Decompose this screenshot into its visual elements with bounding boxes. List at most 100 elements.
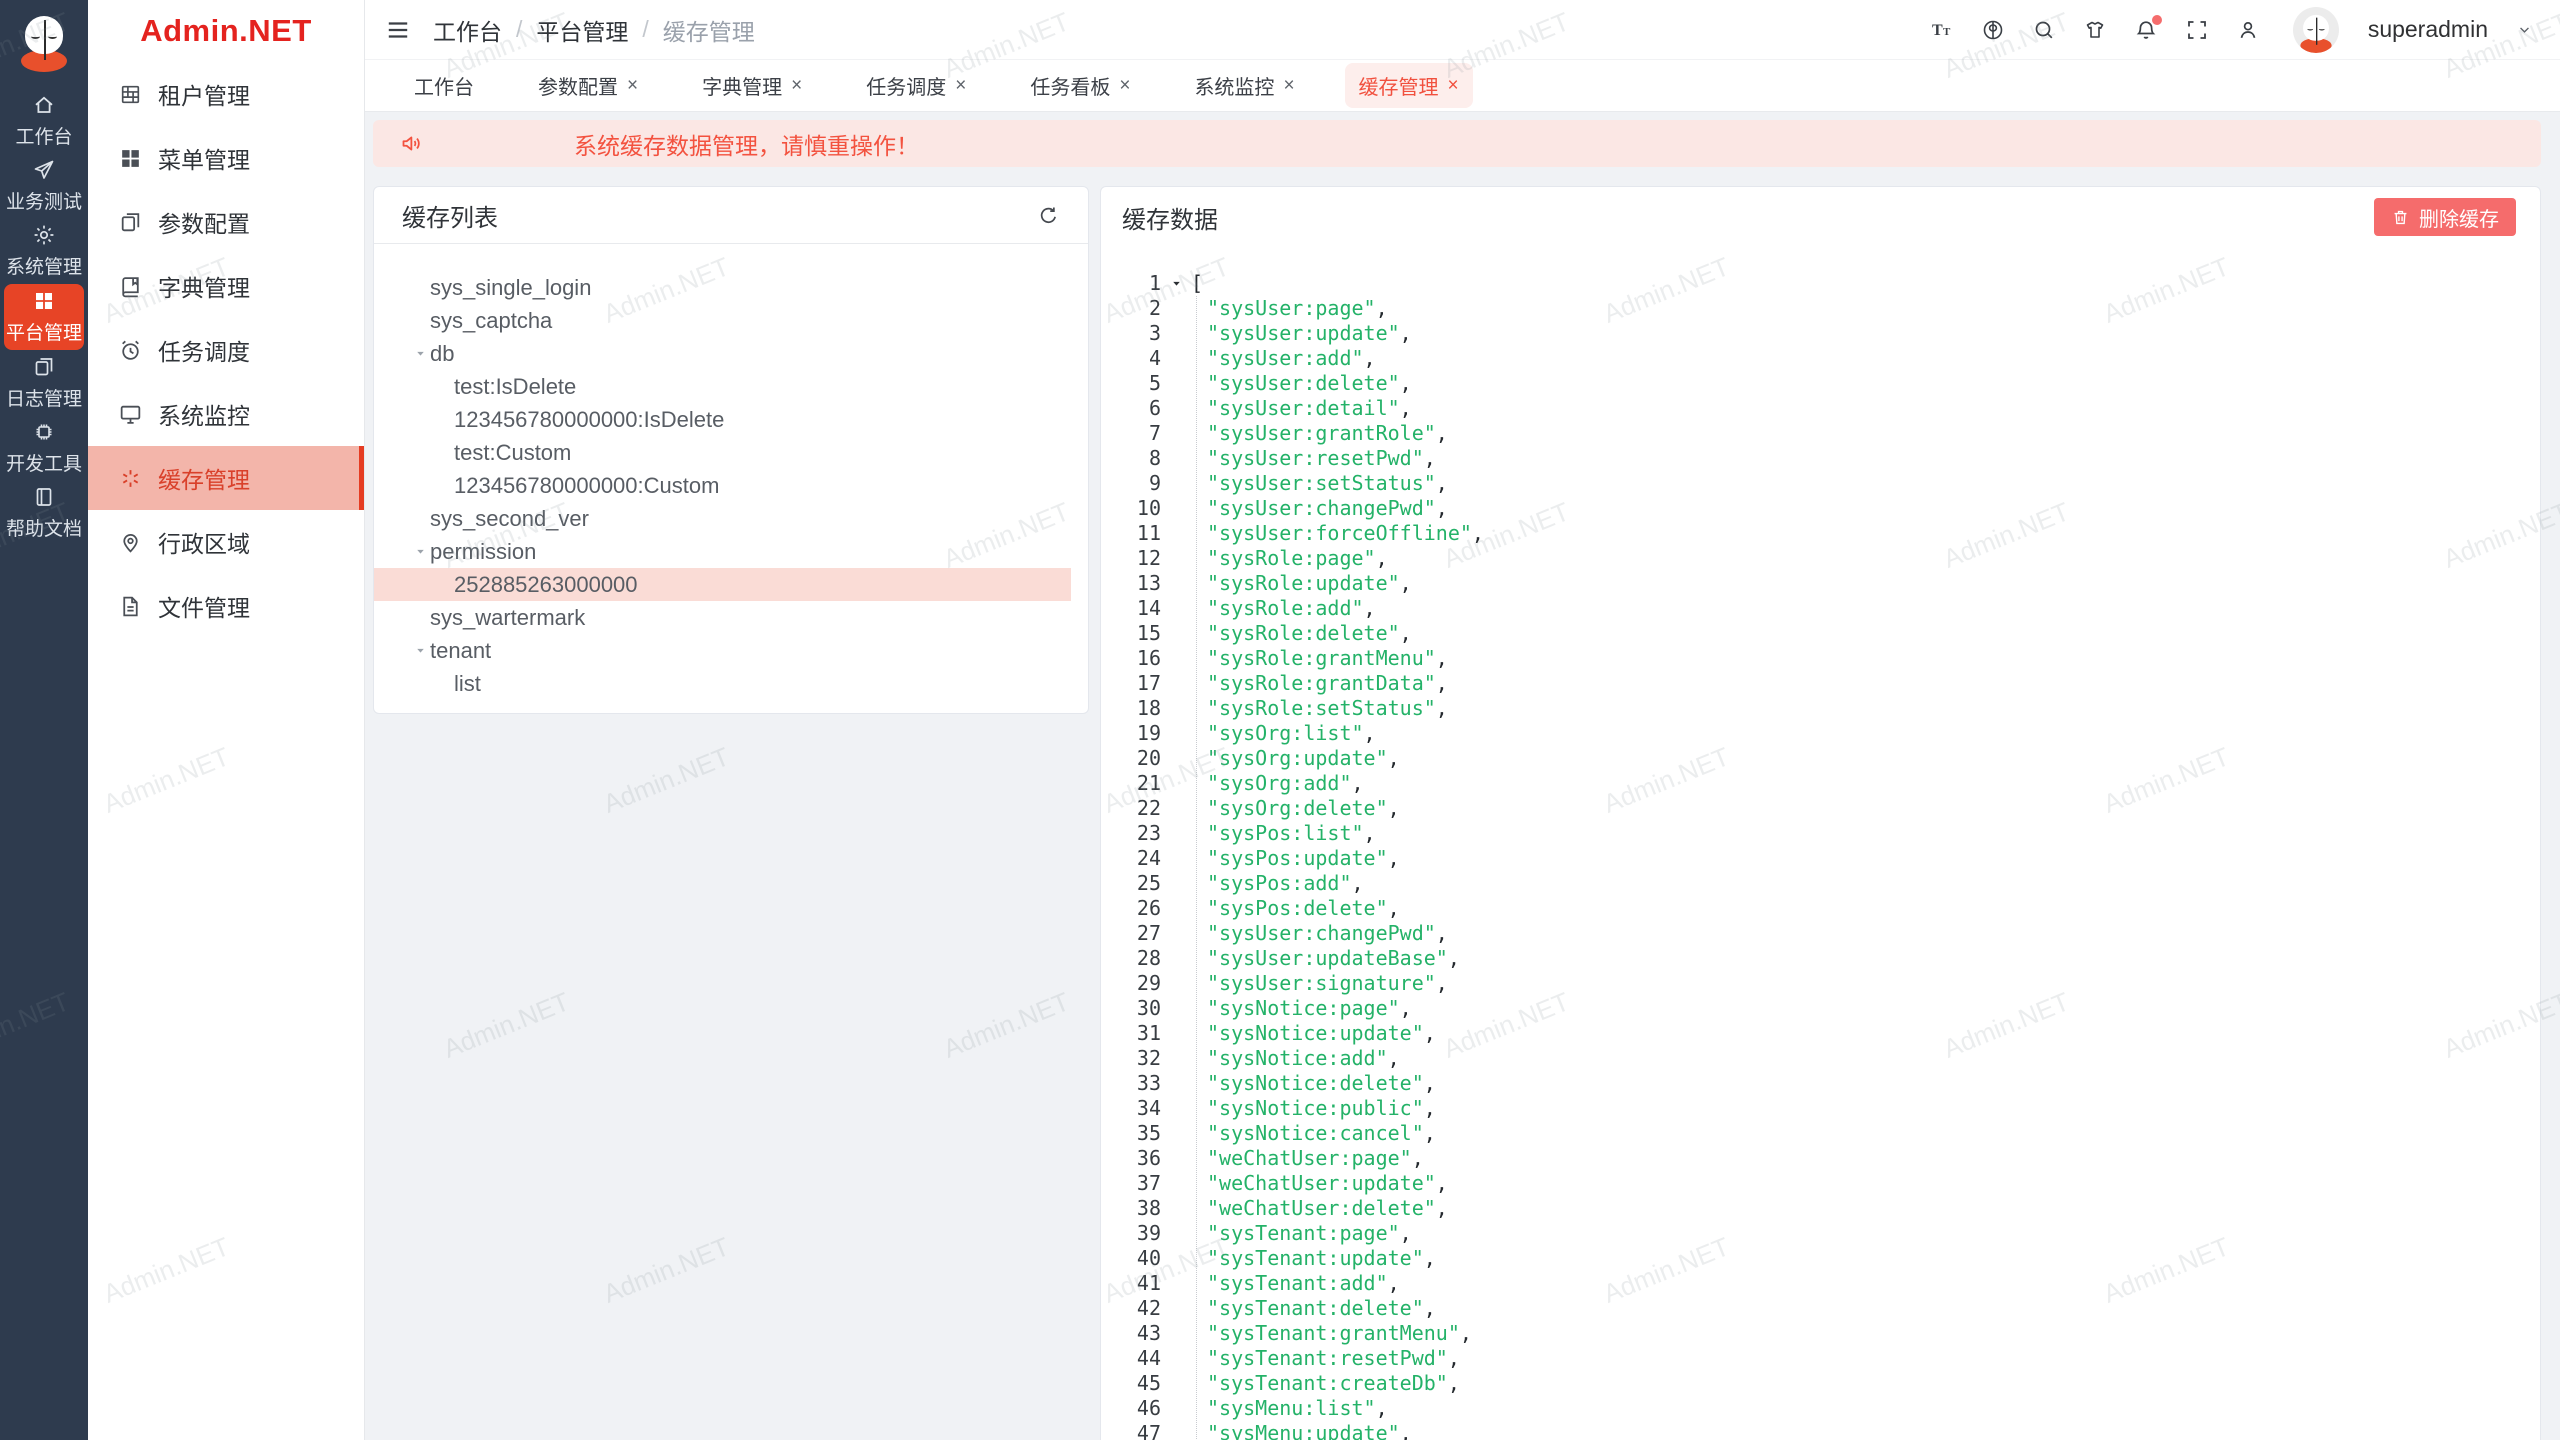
line-number: 26 bbox=[1136, 896, 1161, 920]
close-icon[interactable]: × bbox=[955, 75, 967, 96]
cache-data-title: 缓存数据 bbox=[1122, 206, 1218, 234]
sidebar-item-business-test[interactable]: 业务测试 bbox=[4, 154, 84, 218]
tab-param-config[interactable]: 参数配置 × bbox=[524, 63, 652, 108]
tab-label: 系统监控 bbox=[1194, 77, 1275, 99]
caret-spacer bbox=[435, 446, 454, 460]
delete-cache-button[interactable]: 删除缓存 bbox=[2374, 198, 2516, 236]
tree-node-label: sys_wartermark bbox=[430, 604, 586, 630]
sidebar-item-dev-tools[interactable]: 开发工具 bbox=[4, 416, 84, 480]
code-text: "sysTenant:grantMenu", bbox=[1207, 1321, 1472, 1345]
menu-item-menu-mgmt[interactable]: 菜单管理 bbox=[88, 126, 364, 190]
menu-item-param-config[interactable]: 参数配置 bbox=[88, 190, 364, 254]
tab-cache-mgmt[interactable]: 缓存管理 × bbox=[1344, 63, 1473, 108]
tree-node[interactable]: list bbox=[374, 667, 1088, 700]
app-logo[interactable] bbox=[0, 0, 88, 88]
line-number: 40 bbox=[1136, 1246, 1161, 1270]
sidebar-item-label: 业务测试 bbox=[5, 192, 82, 213]
caret-down-icon[interactable] bbox=[411, 644, 430, 658]
menu-item-label: 租户管理 bbox=[158, 83, 250, 109]
theme-button[interactable] bbox=[2083, 18, 2107, 42]
tree-node[interactable]: sys_single_login bbox=[374, 271, 1088, 304]
code-text: "sysRole:setStatus", bbox=[1207, 696, 1448, 720]
line-number: 41 bbox=[1136, 1271, 1161, 1295]
caret-down-icon[interactable] bbox=[411, 545, 430, 559]
home-icon bbox=[32, 93, 56, 117]
close-icon[interactable]: × bbox=[627, 75, 639, 96]
tree-node[interactable]: permission bbox=[374, 535, 1088, 568]
menu-item-system-monitor[interactable]: 系统监控 bbox=[88, 382, 364, 446]
copy-icon bbox=[32, 355, 56, 379]
code-line: 13 "sysRole:update", bbox=[1101, 571, 2540, 596]
code-line: 25 "sysPos:add", bbox=[1101, 871, 2540, 896]
tree-node[interactable]: db bbox=[374, 337, 1088, 370]
fold-icon[interactable] bbox=[1161, 271, 1191, 296]
code-text: "sysOrg:update", bbox=[1207, 746, 1400, 770]
refresh-icon[interactable] bbox=[1037, 204, 1060, 227]
sidebar-item-help-docs[interactable]: 帮助文档 bbox=[4, 481, 84, 545]
tab-workbench[interactable]: 工作台 bbox=[400, 63, 488, 108]
tree-node[interactable]: test:Custom bbox=[374, 436, 1088, 469]
code-line: 15 "sysRole:delete", bbox=[1101, 621, 2540, 646]
tree-node[interactable]: 123456780000000:IsDelete bbox=[374, 403, 1088, 436]
delete-cache-label: 删除缓存 bbox=[2419, 208, 2499, 231]
code-text: "sysMenu:list", bbox=[1207, 1396, 1388, 1420]
tree-node[interactable]: test:IsDelete bbox=[374, 370, 1088, 403]
search-button[interactable] bbox=[2032, 18, 2056, 42]
menu-item-file-mgmt[interactable]: 文件管理 bbox=[88, 574, 364, 638]
bell-button[interactable] bbox=[2134, 14, 2162, 42]
tree-node[interactable]: 252885263000000 bbox=[374, 568, 1071, 601]
tree-node-label: 123456780000000:IsDelete bbox=[454, 406, 725, 432]
copy-icon bbox=[118, 210, 143, 235]
tab-label: 缓存管理 bbox=[1358, 77, 1439, 99]
tree-node[interactable]: sys_captcha bbox=[374, 304, 1088, 337]
grid-icon bbox=[32, 289, 56, 313]
primary-nav: 工作台业务测试系统管理 平台管理 日志管理开发工具帮助文档 bbox=[0, 88, 88, 546]
username[interactable]: superadmin bbox=[2367, 16, 2488, 42]
close-icon[interactable]: × bbox=[1119, 75, 1131, 96]
tab-task-schedule[interactable]: 任务调度 × bbox=[852, 63, 980, 108]
tab-system-monitor[interactable]: 系统监控 × bbox=[1180, 63, 1308, 108]
tab-task-board[interactable]: 任务看板 × bbox=[1016, 63, 1144, 108]
menu-item-cache-mgmt[interactable]: 缓存管理 bbox=[88, 446, 364, 510]
trash-icon bbox=[2391, 208, 2410, 227]
breadcrumb-item[interactable]: 平台管理 bbox=[536, 18, 629, 45]
tab-dict-mgmt[interactable]: 字典管理 × bbox=[688, 63, 816, 108]
hamburger-icon[interactable] bbox=[385, 17, 411, 43]
sidebar-item-log-mgmt[interactable]: 日志管理 bbox=[4, 351, 84, 415]
menu-item-label: 文件管理 bbox=[158, 595, 250, 621]
menu-item-tenant-mgmt[interactable]: 租户管理 bbox=[88, 62, 364, 126]
avatar[interactable] bbox=[2292, 6, 2339, 53]
speaker-icon bbox=[399, 130, 426, 157]
svg-text:T: T bbox=[1943, 26, 1951, 38]
language-button[interactable] bbox=[1981, 18, 2005, 42]
tree-node[interactable]: 123456780000000:Custom bbox=[374, 469, 1088, 502]
breadcrumb-item[interactable]: 工作台 bbox=[433, 18, 502, 45]
cache-data-panel: 缓存数据 删除缓存 1[2 "sysUser:page", 3 "sysUser:up… bbox=[1100, 186, 2541, 1440]
sidebar-item-system-mgmt[interactable]: 系统管理 bbox=[4, 219, 84, 283]
person-button[interactable] bbox=[2236, 18, 2260, 42]
tree-node[interactable]: sys_wartermark bbox=[374, 601, 1088, 634]
tab-label: 任务看板 bbox=[1030, 77, 1111, 99]
sidebar-item-platform-mgmt[interactable]: 平台管理 bbox=[4, 284, 84, 350]
menu-item-dict-mgmt[interactable]: 字典管理 bbox=[88, 254, 364, 318]
close-icon[interactable]: × bbox=[791, 75, 803, 96]
tree-node[interactable]: tenant bbox=[374, 634, 1088, 667]
close-icon[interactable]: × bbox=[1283, 75, 1295, 96]
sidebar-item-workbench[interactable]: 工作台 bbox=[4, 89, 84, 153]
tree-node-label: test:IsDelete bbox=[454, 373, 577, 399]
code-line: 44 "sysTenant:resetPwd", bbox=[1101, 1346, 2540, 1371]
menu-item-admin-region[interactable]: 行政区域 bbox=[88, 510, 364, 574]
sidebar-item-label: 开发工具 bbox=[5, 454, 82, 475]
tree-node[interactable]: sys_second_ver bbox=[374, 502, 1088, 535]
chevron-down-icon[interactable] bbox=[2515, 20, 2534, 39]
code-text: "sysTenant:page", bbox=[1207, 1221, 1412, 1245]
caret-down-icon[interactable] bbox=[411, 347, 430, 361]
tree-node-label: permission bbox=[430, 538, 537, 564]
code-line: 6 "sysUser:detail", bbox=[1101, 396, 2540, 421]
menu-item-task-schedule[interactable]: 任务调度 bbox=[88, 318, 364, 382]
fullscreen-button[interactable] bbox=[2185, 18, 2209, 42]
code-text: "sysUser:forceOffline", bbox=[1207, 521, 1484, 545]
close-icon[interactable]: × bbox=[1447, 75, 1459, 96]
